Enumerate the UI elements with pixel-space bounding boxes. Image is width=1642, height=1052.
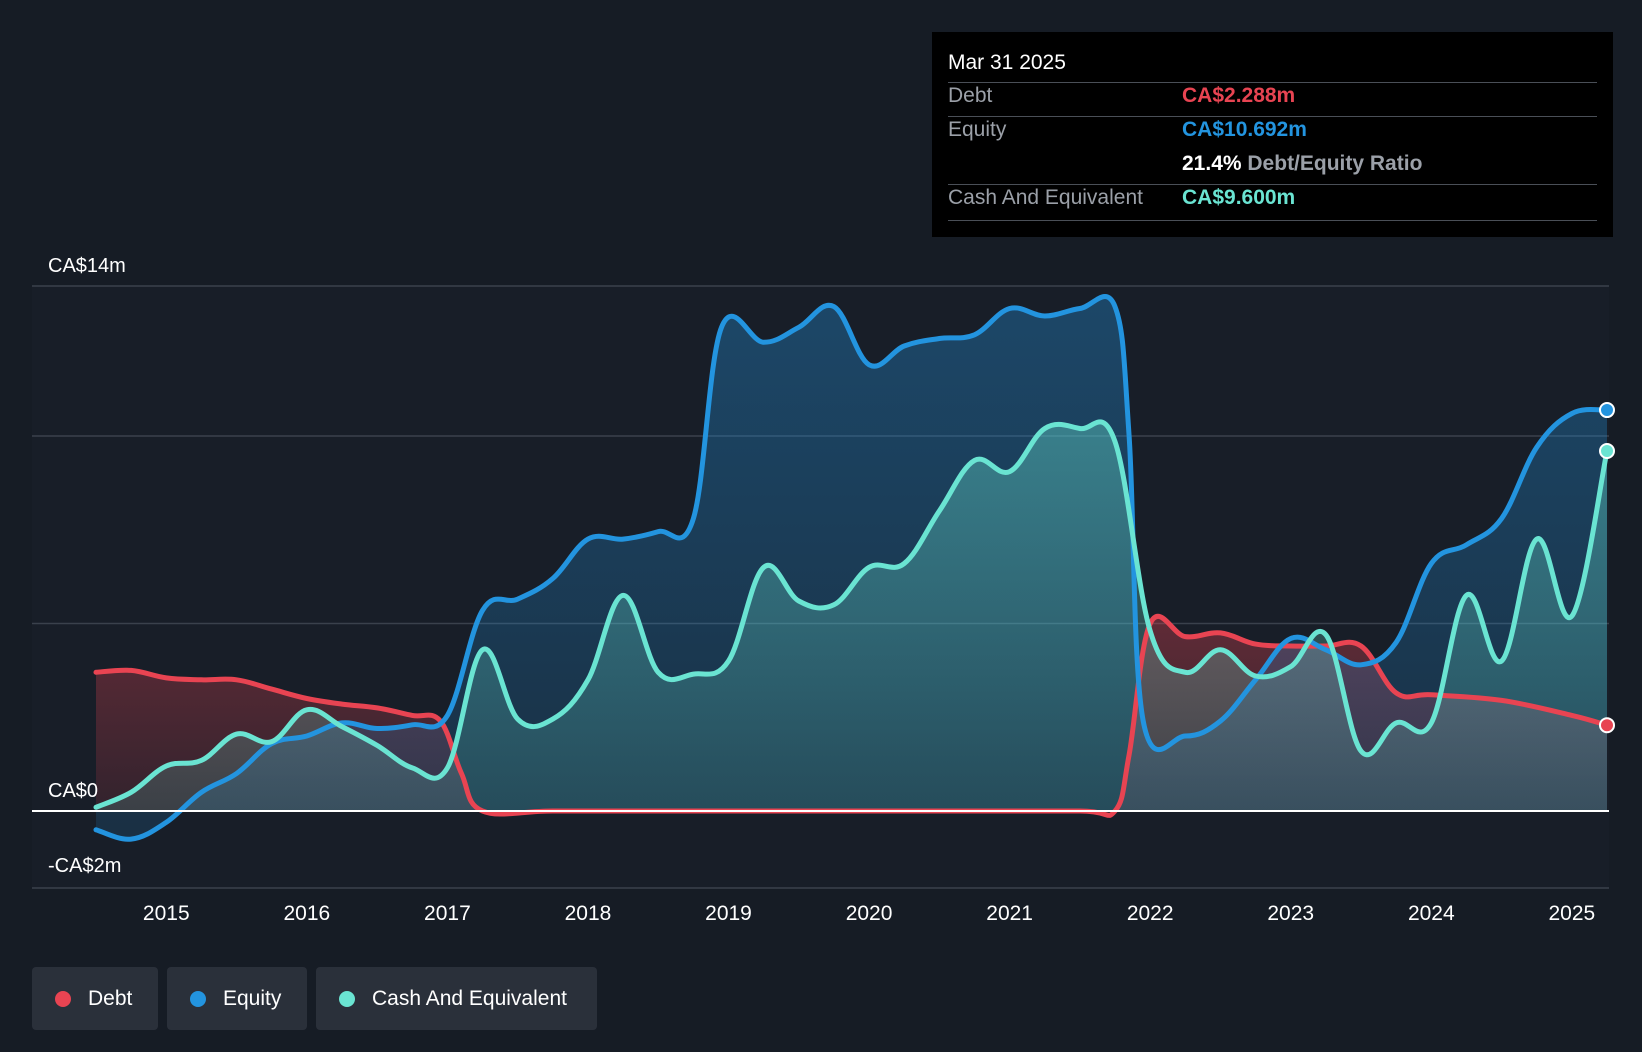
x-axis-tick-label: 2024	[1408, 902, 1455, 925]
tooltip-divider	[948, 184, 1597, 185]
x-axis-tick-label: 2018	[565, 902, 612, 925]
tooltip-date: Mar 31 2025	[948, 51, 1066, 74]
debt-end-marker[interactable]	[1599, 717, 1615, 734]
tooltip-debt-label: Debt	[948, 84, 993, 107]
legend-dot-equity-icon	[190, 990, 206, 1007]
tooltip-cash-value: CA$9.600m	[1182, 186, 1296, 209]
tooltip-panel: Mar 31 2025 Debt CA$2.288m Equity CA$10.…	[932, 32, 1613, 237]
tooltip-equity-value: CA$10.692m	[1182, 118, 1307, 141]
equity-end-marker[interactable]	[1599, 402, 1615, 419]
x-axis-tick-label: 2016	[283, 902, 330, 925]
y-axis-label: CA$0	[48, 780, 98, 802]
legend-dot-debt-icon	[55, 990, 71, 1007]
y-axis-label: -CA$2m	[48, 855, 121, 877]
tooltip-divider	[948, 82, 1597, 83]
legend-label-debt: Debt	[88, 986, 133, 1010]
cash-and-equivalent-line	[93, 419, 1610, 810]
tooltip-divider	[948, 116, 1597, 117]
y-axis-label: CA$14m	[48, 255, 126, 277]
x-axis-tick-label: 2021	[986, 902, 1033, 925]
tooltip-cash-label: Cash And Equivalent	[948, 186, 1143, 209]
x-axis-tick-label: 2020	[846, 902, 893, 925]
legend-item-cash[interactable]: Cash And Equivalent	[316, 967, 597, 1030]
tooltip-equity-label: Equity	[948, 118, 1007, 141]
x-axis-tick-label: 2019	[705, 902, 752, 925]
legend-label-equity: Equity	[223, 986, 282, 1010]
tooltip-ratio: 21.4% Debt/Equity Ratio	[1182, 152, 1422, 176]
legend-item-debt[interactable]: Debt	[32, 967, 158, 1030]
x-axis-tick-label: 2017	[424, 902, 471, 925]
legend-item-equity[interactable]: Equity	[167, 967, 307, 1030]
equity-line	[93, 294, 1610, 842]
tooltip-debt-value: CA$2.288m	[1182, 84, 1296, 107]
tooltip-divider	[948, 220, 1597, 221]
legend-dot-cash-icon	[339, 990, 355, 1007]
tooltip-ratio-label: Debt/Equity Ratio	[1247, 152, 1423, 175]
cash-and-equivalent-end-marker[interactable]	[1599, 443, 1615, 459]
legend-label-cash: Cash And Equivalent	[372, 986, 567, 1010]
chart-legend: Debt Equity Cash And Equivalent	[32, 967, 597, 1030]
x-axis-tick-label: 2025	[1549, 902, 1596, 925]
x-axis-tick-label: 2023	[1267, 902, 1314, 925]
tooltip-ratio-value: 21.4%	[1182, 152, 1242, 175]
x-axis-tick-label: 2015	[143, 902, 190, 925]
x-axis-tick-label: 2022	[1127, 902, 1174, 925]
